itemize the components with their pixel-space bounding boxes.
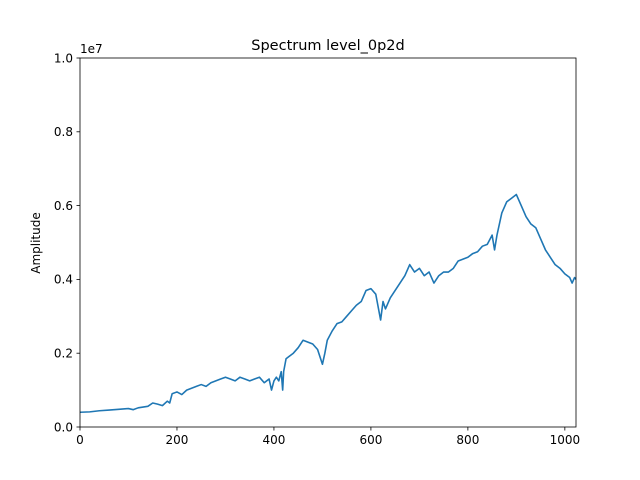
x-tick-label: 1000: [550, 433, 581, 447]
y-tick-label: 0.4: [54, 273, 73, 287]
chart-title: Spectrum level_0p2d: [251, 38, 404, 54]
y-axis-ticks: 0.0 0.2 0.4 0.6 0.8 1.0: [54, 51, 80, 434]
y-tick-label: 1.0: [54, 51, 73, 65]
x-tick-label: 800: [456, 433, 479, 447]
y-axis-label: Amplitude: [29, 212, 43, 274]
y-axis-multiplier: 1e7: [80, 42, 103, 56]
x-axis-ticks: 0 200 400 600 800 1000: [76, 427, 580, 447]
y-tick-label: 0.2: [54, 347, 73, 361]
y-tick-label: 0.0: [54, 420, 73, 434]
y-tick-label: 0.6: [54, 199, 73, 213]
y-tick-label: 0.8: [54, 125, 73, 139]
axes-frame: [79, 57, 577, 428]
series-line-amplitude: [80, 193, 576, 414]
x-tick-label: 400: [262, 433, 285, 447]
x-tick-label: 600: [359, 433, 382, 447]
x-tick-label: 200: [166, 433, 189, 447]
plot-area: [80, 193, 576, 414]
x-tick-label: 0: [76, 433, 84, 447]
